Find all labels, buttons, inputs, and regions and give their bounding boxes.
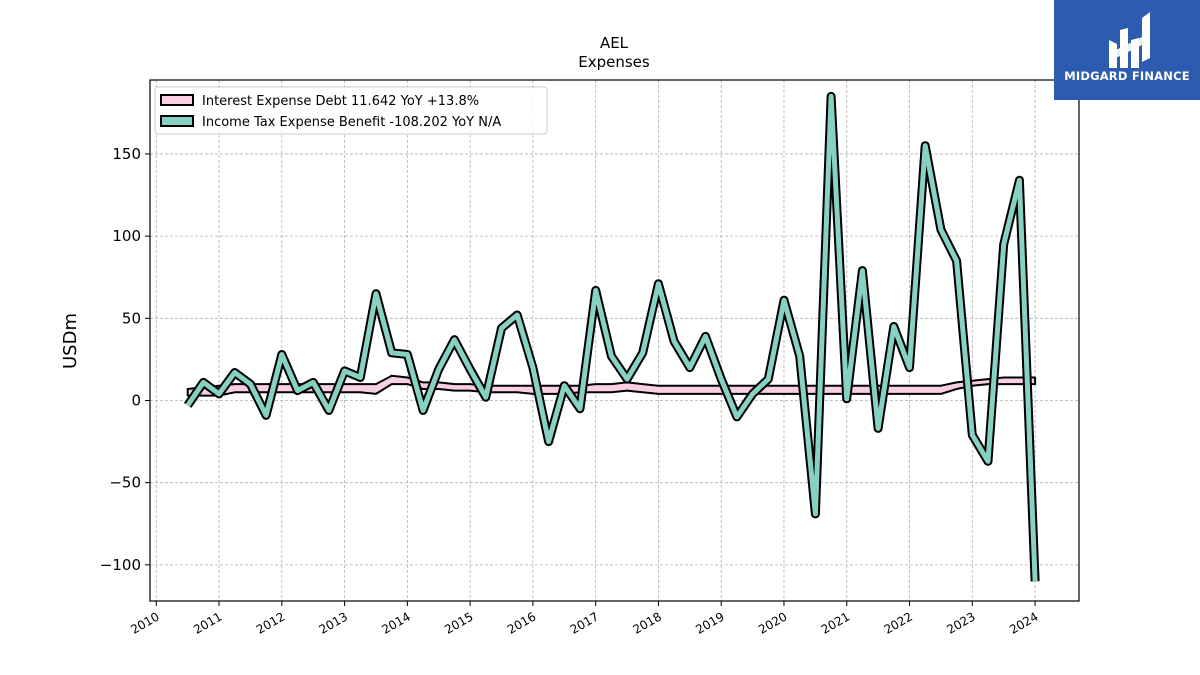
grid [150, 80, 1079, 601]
x-tick-label: 2017 [568, 609, 601, 636]
x-tick-label: 2013 [317, 609, 350, 636]
legend-swatch-income-tax [160, 115, 194, 127]
x-tick-label: 2016 [505, 609, 538, 636]
x-tick-label: 2018 [630, 609, 663, 636]
x-tick-label: 2023 [944, 609, 977, 636]
x-tick-label: 2012 [254, 609, 287, 636]
x-tick-label: 2015 [442, 609, 475, 636]
legend: Interest Expense Debt 11.642 YoY +13.8% … [154, 86, 548, 135]
chart-title: AEL [600, 34, 629, 52]
x-tick-label: 2024 [1007, 609, 1040, 636]
y-tick-label: −100 [100, 556, 141, 574]
x-tick-label: 2021 [819, 609, 852, 636]
legend-label-interest-expense: Interest Expense Debt 11.642 YoY +13.8% [202, 94, 479, 109]
brand-logo: MIDGARD FINANCE [1054, 0, 1200, 100]
y-tick-label: 150 [112, 145, 141, 163]
y-tick-label: −50 [109, 474, 141, 492]
y-axis-label: USDm [60, 313, 81, 369]
chart-subtitle: Expenses [578, 53, 650, 71]
y-tick-label: 100 [112, 227, 141, 245]
x-tick-label: 2011 [191, 609, 224, 636]
series-income-tax-outline [183, 91, 1040, 582]
series-income-tax-line [185, 93, 1038, 582]
x-tick-label: 2010 [128, 609, 161, 636]
plot-frame [149, 79, 1080, 602]
midgard-logo-icon [1109, 12, 1150, 68]
series-layer [183, 91, 1040, 582]
brand-name: MIDGARD FINANCE [1064, 69, 1190, 83]
x-tick-label: 2014 [379, 609, 412, 636]
y-tick-label: 0 [131, 391, 141, 409]
y-tick-label: 50 [122, 309, 141, 327]
x-tick-label: 2020 [756, 609, 789, 636]
legend-label-income-tax: Income Tax Expense Benefit -108.202 YoY … [202, 115, 501, 130]
x-tick-label: 2022 [882, 609, 915, 636]
legend-box [154, 86, 548, 135]
x-tick-label: 2019 [693, 609, 726, 636]
legend-swatch-interest-expense [160, 94, 194, 106]
